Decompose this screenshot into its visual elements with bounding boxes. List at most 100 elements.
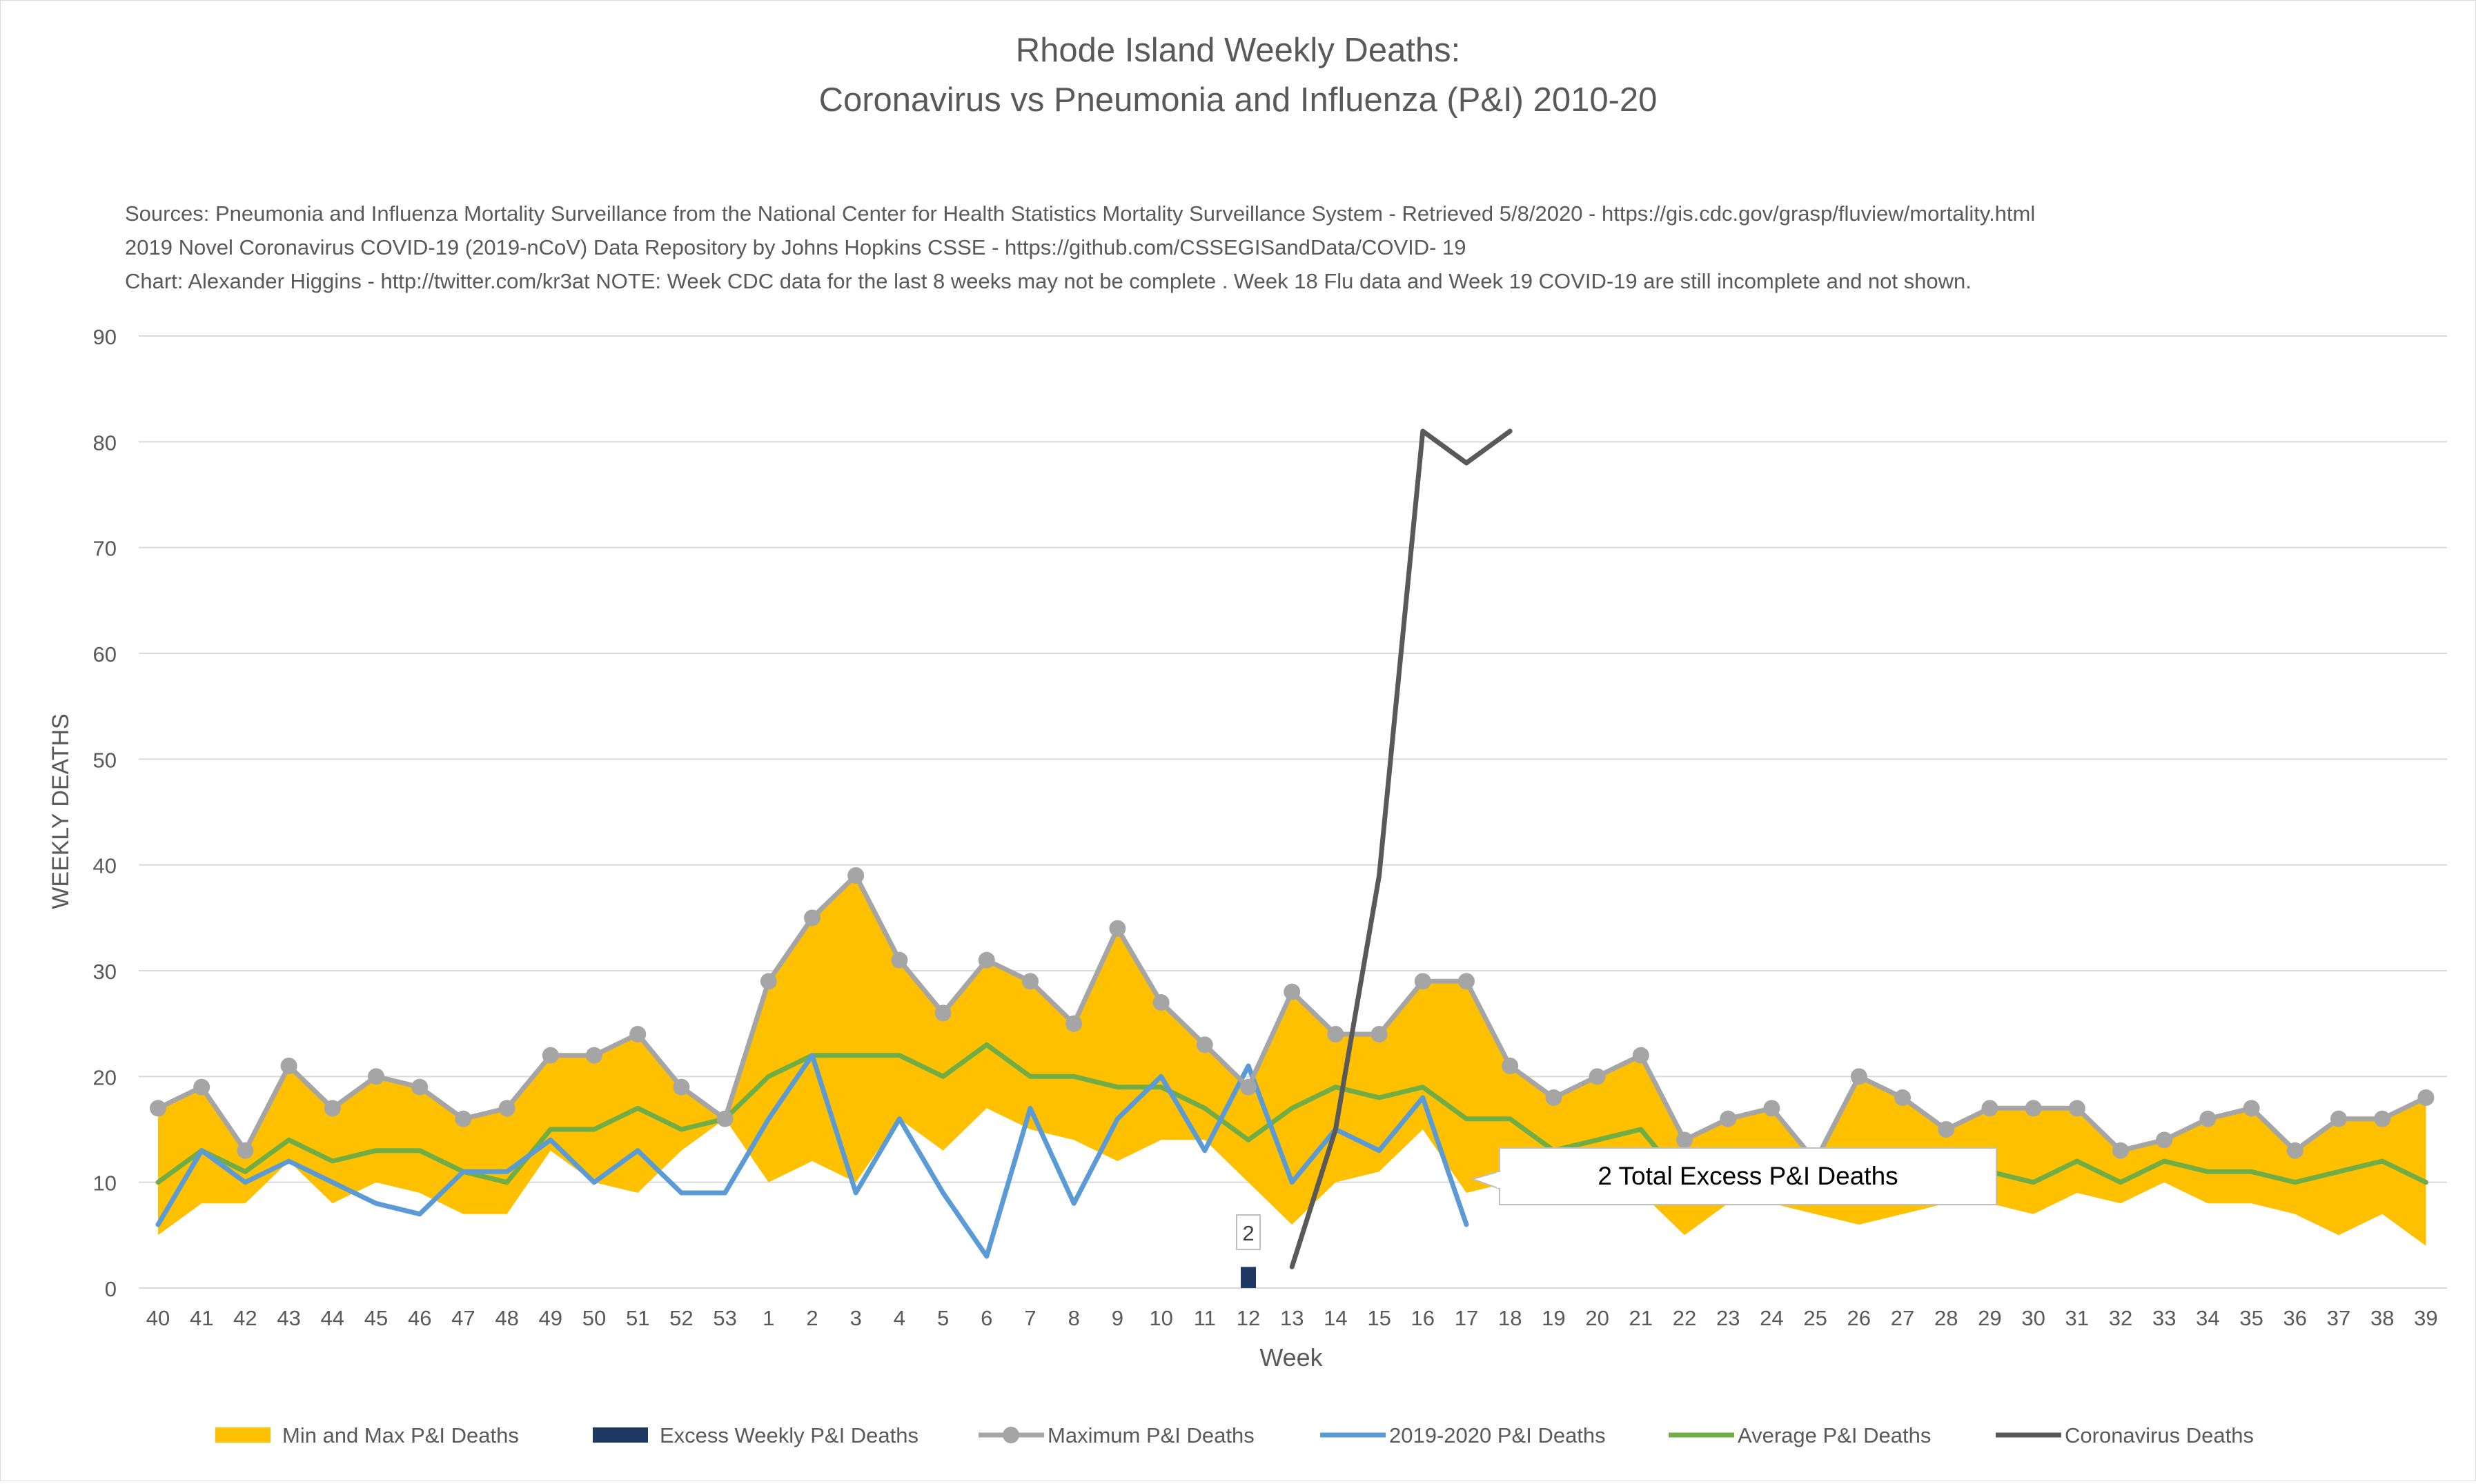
maximum-marker bbox=[1894, 1089, 1911, 1106]
legend-maximum: Maximum P&I Deaths bbox=[979, 1423, 1255, 1447]
legend: Min and Max P&I Deaths Excess Weekly P&I … bbox=[215, 1423, 2254, 1447]
maximum-marker bbox=[324, 1100, 341, 1117]
min-max-band-layer bbox=[158, 875, 2426, 1246]
x-tick-label: 23 bbox=[1716, 1306, 1740, 1330]
maximum-marker bbox=[1152, 994, 1170, 1011]
legend-average-label: Average P&I Deaths bbox=[1738, 1423, 1931, 1447]
x-tick-label: 2 bbox=[806, 1306, 818, 1330]
x-tick-label: 43 bbox=[277, 1306, 300, 1330]
source-note-1: Sources: Pneumonia and Influenza Mortali… bbox=[125, 201, 2035, 226]
maximum-marker bbox=[411, 1078, 429, 1096]
legend-average: Average P&I Deaths bbox=[1669, 1423, 1931, 1447]
y-tick-label: 30 bbox=[93, 960, 117, 984]
y-tick-label: 70 bbox=[93, 537, 117, 561]
x-tick-label: 32 bbox=[2109, 1306, 2132, 1330]
x-tick-label: 13 bbox=[1280, 1306, 1304, 1330]
y-axis-label: WEEKLY DEATHS bbox=[48, 713, 74, 909]
x-tick-label: 50 bbox=[582, 1306, 606, 1330]
x-tick-label: 45 bbox=[364, 1306, 388, 1330]
y-tick-label: 20 bbox=[93, 1065, 117, 1089]
maximum-marker bbox=[1109, 920, 1126, 937]
legend-min-max: Min and Max P&I Deaths bbox=[215, 1423, 519, 1447]
maximum-marker bbox=[1763, 1100, 1780, 1117]
x-tick-label: 6 bbox=[981, 1306, 992, 1330]
maximum-marker bbox=[1022, 973, 1039, 990]
x-tick-label: 1 bbox=[763, 1306, 774, 1330]
legend-excess-label: Excess Weekly P&I Deaths bbox=[660, 1423, 918, 1447]
maximum-marker bbox=[891, 951, 908, 969]
x-tick-label: 29 bbox=[1978, 1306, 2001, 1330]
maximum-marker bbox=[1414, 973, 1431, 990]
x-tick-label: 3 bbox=[850, 1306, 862, 1330]
source-note-3: Chart: Alexander Higgins - http://twitte… bbox=[125, 269, 1972, 293]
y-tick-label: 0 bbox=[105, 1277, 117, 1301]
maximum-marker bbox=[978, 951, 995, 969]
bar-data-label-box bbox=[1236, 1214, 1261, 1250]
x-tick-label: 4 bbox=[894, 1306, 905, 1330]
legend-excess: Excess Weekly P&I Deaths bbox=[593, 1423, 918, 1447]
average-line bbox=[155, 1042, 2428, 1185]
maximum-marker bbox=[1720, 1110, 1737, 1127]
maximum-marker bbox=[455, 1110, 472, 1127]
excess-bar-layer: 2 bbox=[1236, 1214, 1261, 1288]
x-tick-label: 27 bbox=[1891, 1306, 1914, 1330]
x-axis-label: Week bbox=[1259, 1343, 1323, 1372]
x-tick-label: 15 bbox=[1367, 1306, 1391, 1330]
y-tick-label: 60 bbox=[93, 642, 117, 666]
maximum-marker bbox=[1589, 1068, 1606, 1085]
x-tick-label: 19 bbox=[1542, 1306, 1565, 1330]
maximum-marker bbox=[542, 1047, 559, 1064]
x-tick-label: 26 bbox=[1847, 1306, 1871, 1330]
legend-current-season: 2019-2020 P&I Deaths bbox=[1320, 1423, 1606, 1447]
y-tick-label: 50 bbox=[93, 748, 117, 772]
maximum-marker bbox=[1981, 1100, 1998, 1117]
x-tick-label: 49 bbox=[539, 1306, 562, 1330]
maximum-marker bbox=[629, 1026, 647, 1042]
maximum-marker bbox=[760, 973, 777, 990]
x-tick-label: 42 bbox=[233, 1306, 257, 1330]
maximum-marker bbox=[673, 1078, 690, 1096]
x-tick-label: 22 bbox=[1673, 1306, 1696, 1330]
x-tick-label: 11 bbox=[1194, 1306, 1216, 1330]
maximum-marker bbox=[237, 1142, 254, 1159]
maximum-marker bbox=[804, 909, 821, 927]
x-tick-label: 28 bbox=[1934, 1306, 1958, 1330]
x-tick-label: 16 bbox=[1411, 1306, 1435, 1330]
maximum-marker bbox=[1545, 1089, 1562, 1106]
x-tick-label: 40 bbox=[146, 1306, 170, 1330]
x-tick-label: 7 bbox=[1024, 1306, 1036, 1330]
x-tick-label: 10 bbox=[1149, 1306, 1172, 1330]
maximum-marker bbox=[2330, 1110, 2347, 1127]
legend-current-season-label: 2019-2020 P&I Deaths bbox=[1389, 1423, 1606, 1447]
maximum-marker bbox=[2156, 1131, 2173, 1149]
maximum-marker bbox=[1065, 1015, 1083, 1032]
x-tick-label: 17 bbox=[1455, 1306, 1478, 1330]
x-tick-label: 31 bbox=[2065, 1306, 2089, 1330]
chart-title-line1: Rhode Island Weekly Deaths: bbox=[1016, 32, 1461, 69]
maximum-marker bbox=[150, 1100, 166, 1117]
x-tick-label: 41 bbox=[190, 1306, 213, 1330]
x-tick-label: 14 bbox=[1324, 1306, 1347, 1330]
x-tick-label: 5 bbox=[937, 1306, 949, 1330]
y-tick-label: 80 bbox=[93, 431, 117, 455]
maximum-marker bbox=[2374, 1110, 2391, 1127]
y-axis-ticks: 0 10 20 30 40 50 60 70 80 90 bbox=[93, 325, 117, 1301]
x-tick-label: 35 bbox=[2239, 1306, 2263, 1330]
legend-coronavirus: Coronavirus Deaths bbox=[1996, 1423, 2254, 1447]
x-tick-label: 25 bbox=[1803, 1306, 1827, 1330]
x-tick-label: 12 bbox=[1237, 1306, 1260, 1330]
x-tick-label: 33 bbox=[2152, 1306, 2176, 1330]
maximum-marker bbox=[498, 1100, 515, 1117]
x-tick-label: 48 bbox=[495, 1306, 518, 1330]
maximum-marker bbox=[1196, 1036, 1213, 1053]
maximum-marker bbox=[2243, 1100, 2260, 1117]
x-tick-label: 20 bbox=[1585, 1306, 1609, 1330]
x-tick-label: 9 bbox=[1112, 1306, 1123, 1330]
maximum-marker bbox=[280, 1058, 297, 1074]
legend-excess-swatch bbox=[593, 1427, 648, 1443]
maximum-marker bbox=[586, 1047, 602, 1064]
x-axis-ticks: 40 41 42 43 44 45 46 47 48 49 50 51 52 53 1 2 3 4 5 6 7 8 9 10 1… bbox=[146, 1306, 2438, 1330]
maximum-marker bbox=[847, 867, 865, 884]
x-tick-label: 46 bbox=[408, 1306, 431, 1330]
